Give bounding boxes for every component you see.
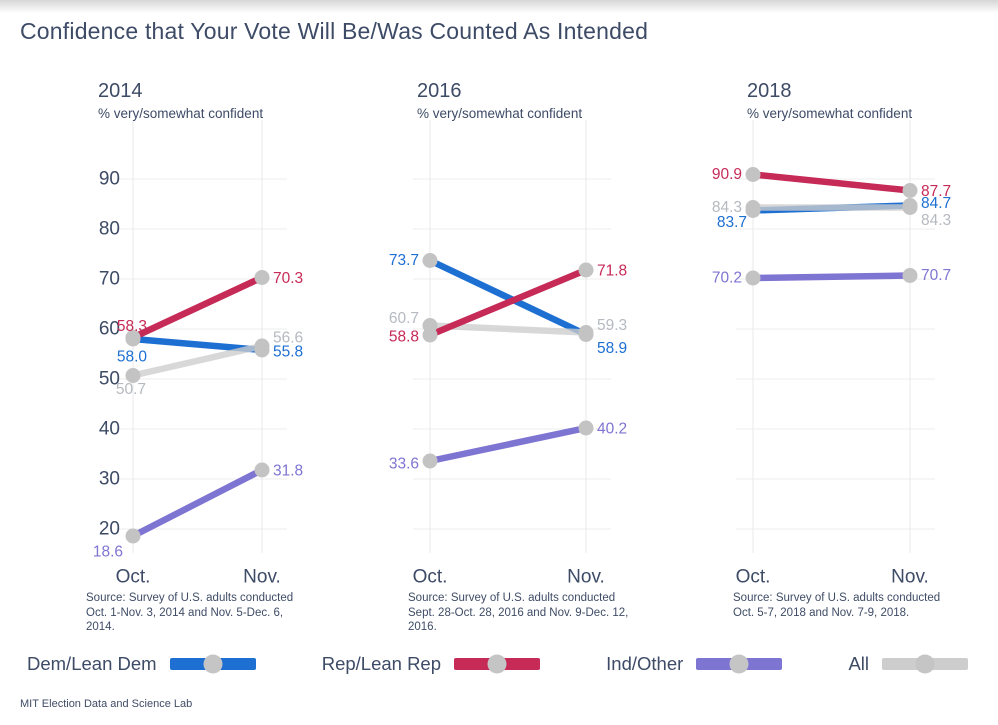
value-label: 73.7 xyxy=(389,252,419,269)
data-point-dot[interactable] xyxy=(745,200,761,215)
legend-item-rep[interactable]: Rep/Lean Rep xyxy=(321,653,541,675)
value-label: 58.3 xyxy=(117,318,147,335)
data-point-dot[interactable] xyxy=(578,262,594,278)
data-point-dot[interactable] xyxy=(578,325,594,340)
value-label: 70.2 xyxy=(712,270,742,287)
value-label: 50.7 xyxy=(116,381,146,398)
value-label: 83.7 xyxy=(717,214,747,231)
y-tick-label: 30 xyxy=(99,469,120,490)
legend-item-all[interactable]: All xyxy=(848,653,968,675)
y-tick-label: 80 xyxy=(99,219,120,240)
legend-label: All xyxy=(848,653,869,674)
value-label: 84.3 xyxy=(712,199,742,216)
legend-swatch-rep xyxy=(454,654,541,674)
value-label: 59.3 xyxy=(597,317,627,334)
value-label: 55.8 xyxy=(273,344,303,361)
data-point-dot[interactable] xyxy=(422,327,438,343)
series-line-rep xyxy=(428,267,588,338)
legend-dot-icon xyxy=(203,654,223,674)
legend-label: Ind/Other xyxy=(606,653,684,674)
panel-title: 2014 xyxy=(98,80,143,102)
series-line-ind xyxy=(429,424,587,465)
data-point-dot[interactable] xyxy=(745,167,761,182)
y-tick-label: 70 xyxy=(99,269,120,290)
series-line-dem xyxy=(428,257,588,338)
value-label: 87.7 xyxy=(921,183,951,200)
series-line-ind xyxy=(131,467,264,539)
x-axis-label: Nov. xyxy=(243,567,281,588)
data-point-dot[interactable] xyxy=(125,330,141,345)
panel-subtitle: % very/somewhat confident xyxy=(747,106,913,121)
panel-header-2018: 2018 % very/somewhat confident xyxy=(747,80,912,121)
data-point-dot[interactable] xyxy=(422,253,438,268)
chart-legend: Dem/Lean Dem Rep/Lean Rep Ind/Other All xyxy=(27,648,968,680)
chart-title: Confidence that Your Vote Will Be/Was Co… xyxy=(20,18,649,44)
legend-item-dem[interactable]: Dem/Lean Dem xyxy=(27,653,256,675)
value-label: 31.8 xyxy=(273,463,303,480)
y-tick-label: 60 xyxy=(99,319,120,340)
panel-source-2014: Source: Survey of U.S. adults conducted … xyxy=(86,592,294,634)
value-label: 70.7 xyxy=(921,267,951,284)
value-label: 33.6 xyxy=(389,456,419,473)
value-label: 84.7 xyxy=(921,195,951,212)
top-divider xyxy=(0,0,998,13)
value-label: 70.3 xyxy=(273,270,303,287)
x-axis-label: Oct. xyxy=(413,567,448,588)
legend-label: Rep/Lean Rep xyxy=(321,653,442,674)
data-point-dot[interactable] xyxy=(254,270,270,285)
series-line-rep xyxy=(131,274,264,341)
x-axis-label: Nov. xyxy=(891,567,929,588)
panel-source-2016: Source: Survey of U.S. adults conducted … xyxy=(408,592,629,634)
legend-swatch-all xyxy=(882,654,968,674)
data-point-dot[interactable] xyxy=(578,420,594,436)
data-point-dot[interactable] xyxy=(902,183,918,198)
y-tick-label: 40 xyxy=(99,419,120,440)
panel-header-2014: 2014 % very/somewhat confident xyxy=(98,80,263,121)
panel-source-2018: Source: Survey of U.S. adults conducted … xyxy=(733,592,941,619)
data-point-dot[interactable] xyxy=(254,462,270,478)
legend-item-ind[interactable]: Ind/Other xyxy=(606,653,783,675)
series-line-rep xyxy=(752,171,911,194)
attribution: MIT Election Data and Science Lab xyxy=(20,698,193,710)
x-axis-label: Oct. xyxy=(116,567,151,588)
legend-label: Dem/Lean Dem xyxy=(27,653,157,674)
data-point-dot[interactable] xyxy=(902,200,918,215)
data-point-dot[interactable] xyxy=(422,453,438,469)
value-label: 90.9 xyxy=(712,166,742,183)
x-axis-label: Oct. xyxy=(736,567,771,588)
data-point-dot[interactable] xyxy=(125,528,141,544)
legend-dot-icon xyxy=(915,654,935,674)
legend-swatch-ind xyxy=(696,654,783,674)
value-label: 58.0 xyxy=(117,349,148,366)
legend-swatch-dem xyxy=(169,654,256,674)
y-tick-label: 90 xyxy=(99,169,120,190)
series-line-all xyxy=(132,342,263,379)
legend-dot-icon xyxy=(729,654,749,674)
panel-subtitle: % very/somewhat confident xyxy=(98,106,264,121)
value-label: 60.7 xyxy=(389,310,419,327)
value-label: 40.2 xyxy=(597,421,627,438)
value-label: 56.6 xyxy=(273,330,303,347)
data-point-dot[interactable] xyxy=(745,270,761,286)
value-label: 18.6 xyxy=(93,544,123,561)
x-axis-label: Nov. xyxy=(567,567,605,588)
panel-title: 2018 xyxy=(747,80,792,102)
panel-subtitle: % very/somewhat confident xyxy=(417,106,583,121)
data-point-dot[interactable] xyxy=(254,338,270,354)
value-label: 58.8 xyxy=(389,329,419,346)
value-label: 58.9 xyxy=(597,340,627,357)
series-line-ind xyxy=(752,272,911,282)
legend-dot-icon xyxy=(487,654,507,674)
panel-title: 2016 xyxy=(417,80,462,102)
data-point-dot[interactable] xyxy=(902,268,918,283)
value-label: 71.8 xyxy=(597,263,627,280)
y-tick-label: 50 xyxy=(99,369,120,390)
value-label: 84.3 xyxy=(921,212,951,229)
panel-header-2016: 2016 % very/somewhat confident xyxy=(417,80,582,121)
data-point-dot[interactable] xyxy=(125,368,141,383)
y-tick-label: 20 xyxy=(99,519,120,540)
